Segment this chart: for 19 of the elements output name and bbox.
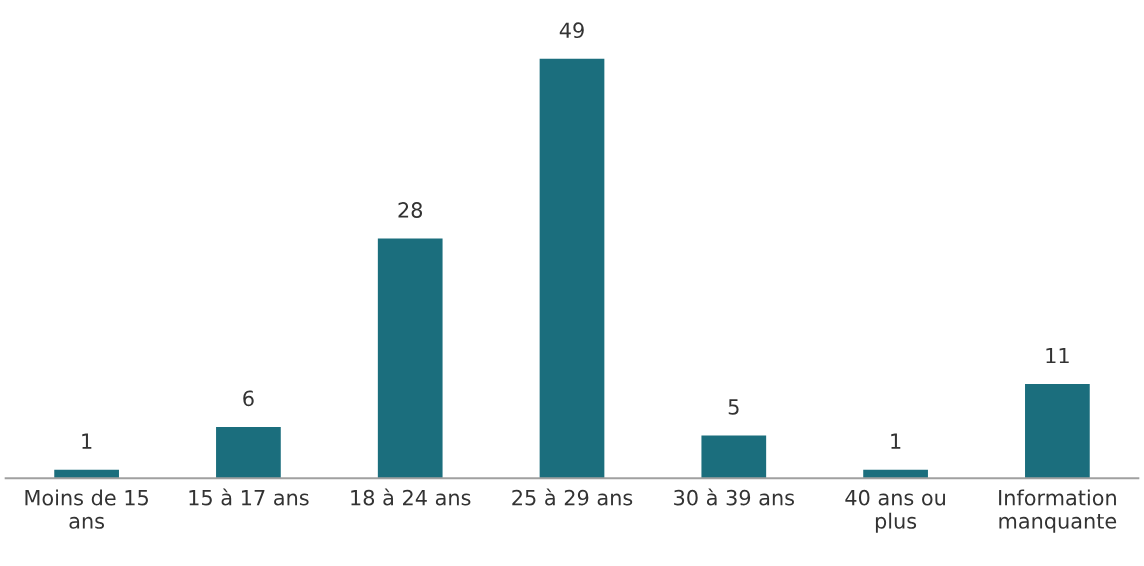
bar: [539, 58, 605, 479]
x-tick-label: Information manquante: [999, 489, 1117, 533]
x-tick-label: Moins de 15 ans: [25, 489, 148, 529]
data-label: 11: [1046, 347, 1069, 364]
x-tick-label: 25 à 29 ans: [512, 488, 633, 506]
data-label: 5: [728, 399, 739, 415]
data-label: 49: [559, 22, 584, 39]
bar: [216, 426, 281, 479]
x-tick-label: 15 à 17 ans: [189, 488, 309, 506]
bar: [377, 238, 443, 479]
x-tick-label: 18 à 24 ans: [351, 488, 471, 506]
bar: [701, 435, 767, 479]
data-label: 6: [243, 390, 254, 407]
data-label: 28: [398, 202, 423, 218]
data-label: 1: [82, 433, 92, 449]
x-tick-label: 40 ans ou plus: [845, 489, 945, 533]
bar: [1025, 384, 1090, 479]
x-tick-label: 30 à 39 ans: [674, 488, 795, 506]
data-label: 1: [891, 433, 901, 449]
